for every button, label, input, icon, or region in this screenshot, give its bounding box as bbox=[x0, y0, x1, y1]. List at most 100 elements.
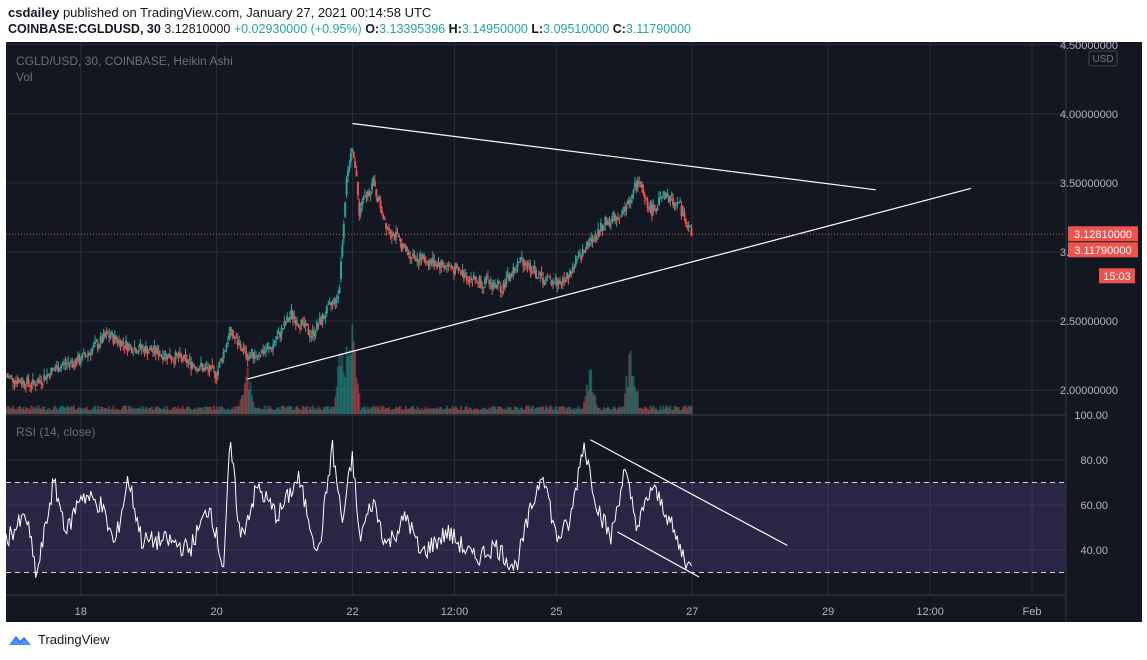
currency-badge[interactable] bbox=[1088, 50, 1118, 67]
high-value: 3.14950000 bbox=[461, 22, 528, 36]
candle-body bbox=[277, 331, 280, 335]
volume-bar bbox=[611, 408, 614, 414]
candle-body bbox=[467, 280, 470, 282]
price-tick-4: 2.50000000 bbox=[1060, 316, 1118, 328]
volume-bar bbox=[113, 409, 116, 414]
rsi-tick-3: 40.00 bbox=[1080, 545, 1108, 557]
volume-bar bbox=[190, 409, 193, 414]
volume-bar bbox=[578, 408, 581, 414]
tradingview-logo-icon[interactable] bbox=[8, 633, 32, 647]
tradingview-brand[interactable]: TradingView bbox=[38, 632, 110, 647]
candle-body bbox=[201, 364, 204, 367]
candle-body bbox=[588, 242, 591, 245]
volume-bar bbox=[580, 409, 583, 414]
candle-body bbox=[192, 364, 195, 367]
main-legend[interactable]: CGLD/USD, 30, COINBASE, Heikin Ashi bbox=[16, 54, 233, 68]
candle-body bbox=[650, 207, 653, 216]
candle-body bbox=[632, 190, 635, 194]
volume-bar bbox=[642, 409, 645, 414]
candle-body bbox=[419, 253, 422, 260]
candle-body bbox=[339, 261, 342, 279]
candle-body bbox=[17, 379, 20, 383]
price-trendline-1[interactable] bbox=[352, 122, 876, 191]
volume-bar bbox=[342, 372, 345, 414]
volume-bar bbox=[409, 408, 412, 414]
volume-bar bbox=[313, 409, 316, 414]
volume-bar bbox=[29, 409, 32, 414]
rsi-legend[interactable]: RSI (14, close) bbox=[16, 425, 95, 439]
candle-body bbox=[51, 368, 54, 370]
candle-body bbox=[660, 196, 663, 198]
volume-bar bbox=[294, 407, 297, 414]
volume-bar bbox=[55, 408, 58, 414]
volume-bar bbox=[536, 407, 539, 414]
trendlines[interactable] bbox=[6, 122, 1066, 578]
volume-bar bbox=[41, 406, 44, 414]
candle-body bbox=[485, 276, 488, 278]
volume-bar bbox=[378, 406, 381, 414]
volume-bar bbox=[389, 409, 392, 414]
candle-body bbox=[45, 374, 48, 379]
volume-bar bbox=[105, 407, 108, 414]
volume-bar bbox=[356, 383, 359, 414]
volume-bar bbox=[198, 407, 201, 414]
countdown-badge bbox=[1099, 268, 1135, 284]
volume-bar bbox=[461, 410, 464, 414]
candle-body bbox=[674, 204, 677, 206]
volume-bar bbox=[574, 407, 577, 414]
volume-bar bbox=[416, 406, 419, 414]
candle-body bbox=[639, 182, 642, 184]
volume-legend[interactable]: Vol bbox=[16, 70, 33, 84]
candle-body bbox=[665, 193, 668, 199]
candle-body bbox=[96, 343, 99, 349]
candle-body bbox=[388, 228, 391, 231]
volume-bar bbox=[444, 408, 447, 414]
volume-bar bbox=[584, 396, 587, 414]
volume-bar bbox=[96, 405, 99, 414]
volume-bar bbox=[176, 408, 179, 414]
price-trendline-0[interactable] bbox=[247, 187, 972, 380]
candle-body bbox=[543, 282, 546, 284]
chart-svg[interactable]: 4.500000004.000000003.500000003.00000000… bbox=[5, 40, 1142, 622]
candle-body bbox=[554, 277, 557, 281]
candle-body bbox=[495, 284, 498, 288]
candle-body bbox=[356, 182, 359, 196]
candle-body bbox=[595, 237, 598, 241]
candle-body bbox=[380, 210, 383, 214]
price-tick-0: 4.50000000 bbox=[1060, 42, 1118, 52]
candle-body bbox=[347, 170, 350, 177]
volume-bar bbox=[680, 409, 683, 414]
candle-body bbox=[417, 259, 420, 264]
candle-body bbox=[280, 327, 283, 335]
candle-body bbox=[290, 309, 293, 315]
candle-body bbox=[62, 362, 65, 364]
candle-body bbox=[272, 344, 275, 349]
candle-body bbox=[218, 362, 221, 368]
candle-body bbox=[231, 329, 234, 336]
volume-bar bbox=[284, 408, 287, 414]
volume-bar bbox=[120, 408, 123, 414]
volume-bar bbox=[349, 354, 352, 414]
publisher-name[interactable]: csdailey bbox=[8, 5, 60, 20]
volume-bar bbox=[571, 408, 574, 414]
candle-body bbox=[622, 206, 625, 210]
volume-bar bbox=[666, 406, 669, 414]
candle-body bbox=[184, 355, 187, 357]
rsi-trendline-0[interactable] bbox=[590, 439, 788, 547]
volume-bar bbox=[102, 408, 105, 414]
candle-body bbox=[306, 323, 309, 326]
volume-bar bbox=[47, 407, 50, 414]
candle-body bbox=[60, 365, 63, 369]
candle-body bbox=[320, 320, 323, 325]
candle-body bbox=[146, 348, 149, 355]
volume-bar bbox=[451, 406, 454, 414]
time-tick-4: 25 bbox=[550, 606, 562, 618]
chart-area[interactable]: 4.500000004.000000003.500000003.00000000… bbox=[5, 40, 1142, 622]
volume-bar bbox=[412, 405, 415, 414]
volume-bar bbox=[249, 381, 252, 414]
volume-bar bbox=[485, 409, 488, 414]
rsi-trendline-1[interactable] bbox=[617, 531, 700, 578]
candle-body bbox=[488, 279, 491, 285]
candle-body bbox=[645, 198, 648, 200]
candle-body bbox=[61, 364, 64, 366]
